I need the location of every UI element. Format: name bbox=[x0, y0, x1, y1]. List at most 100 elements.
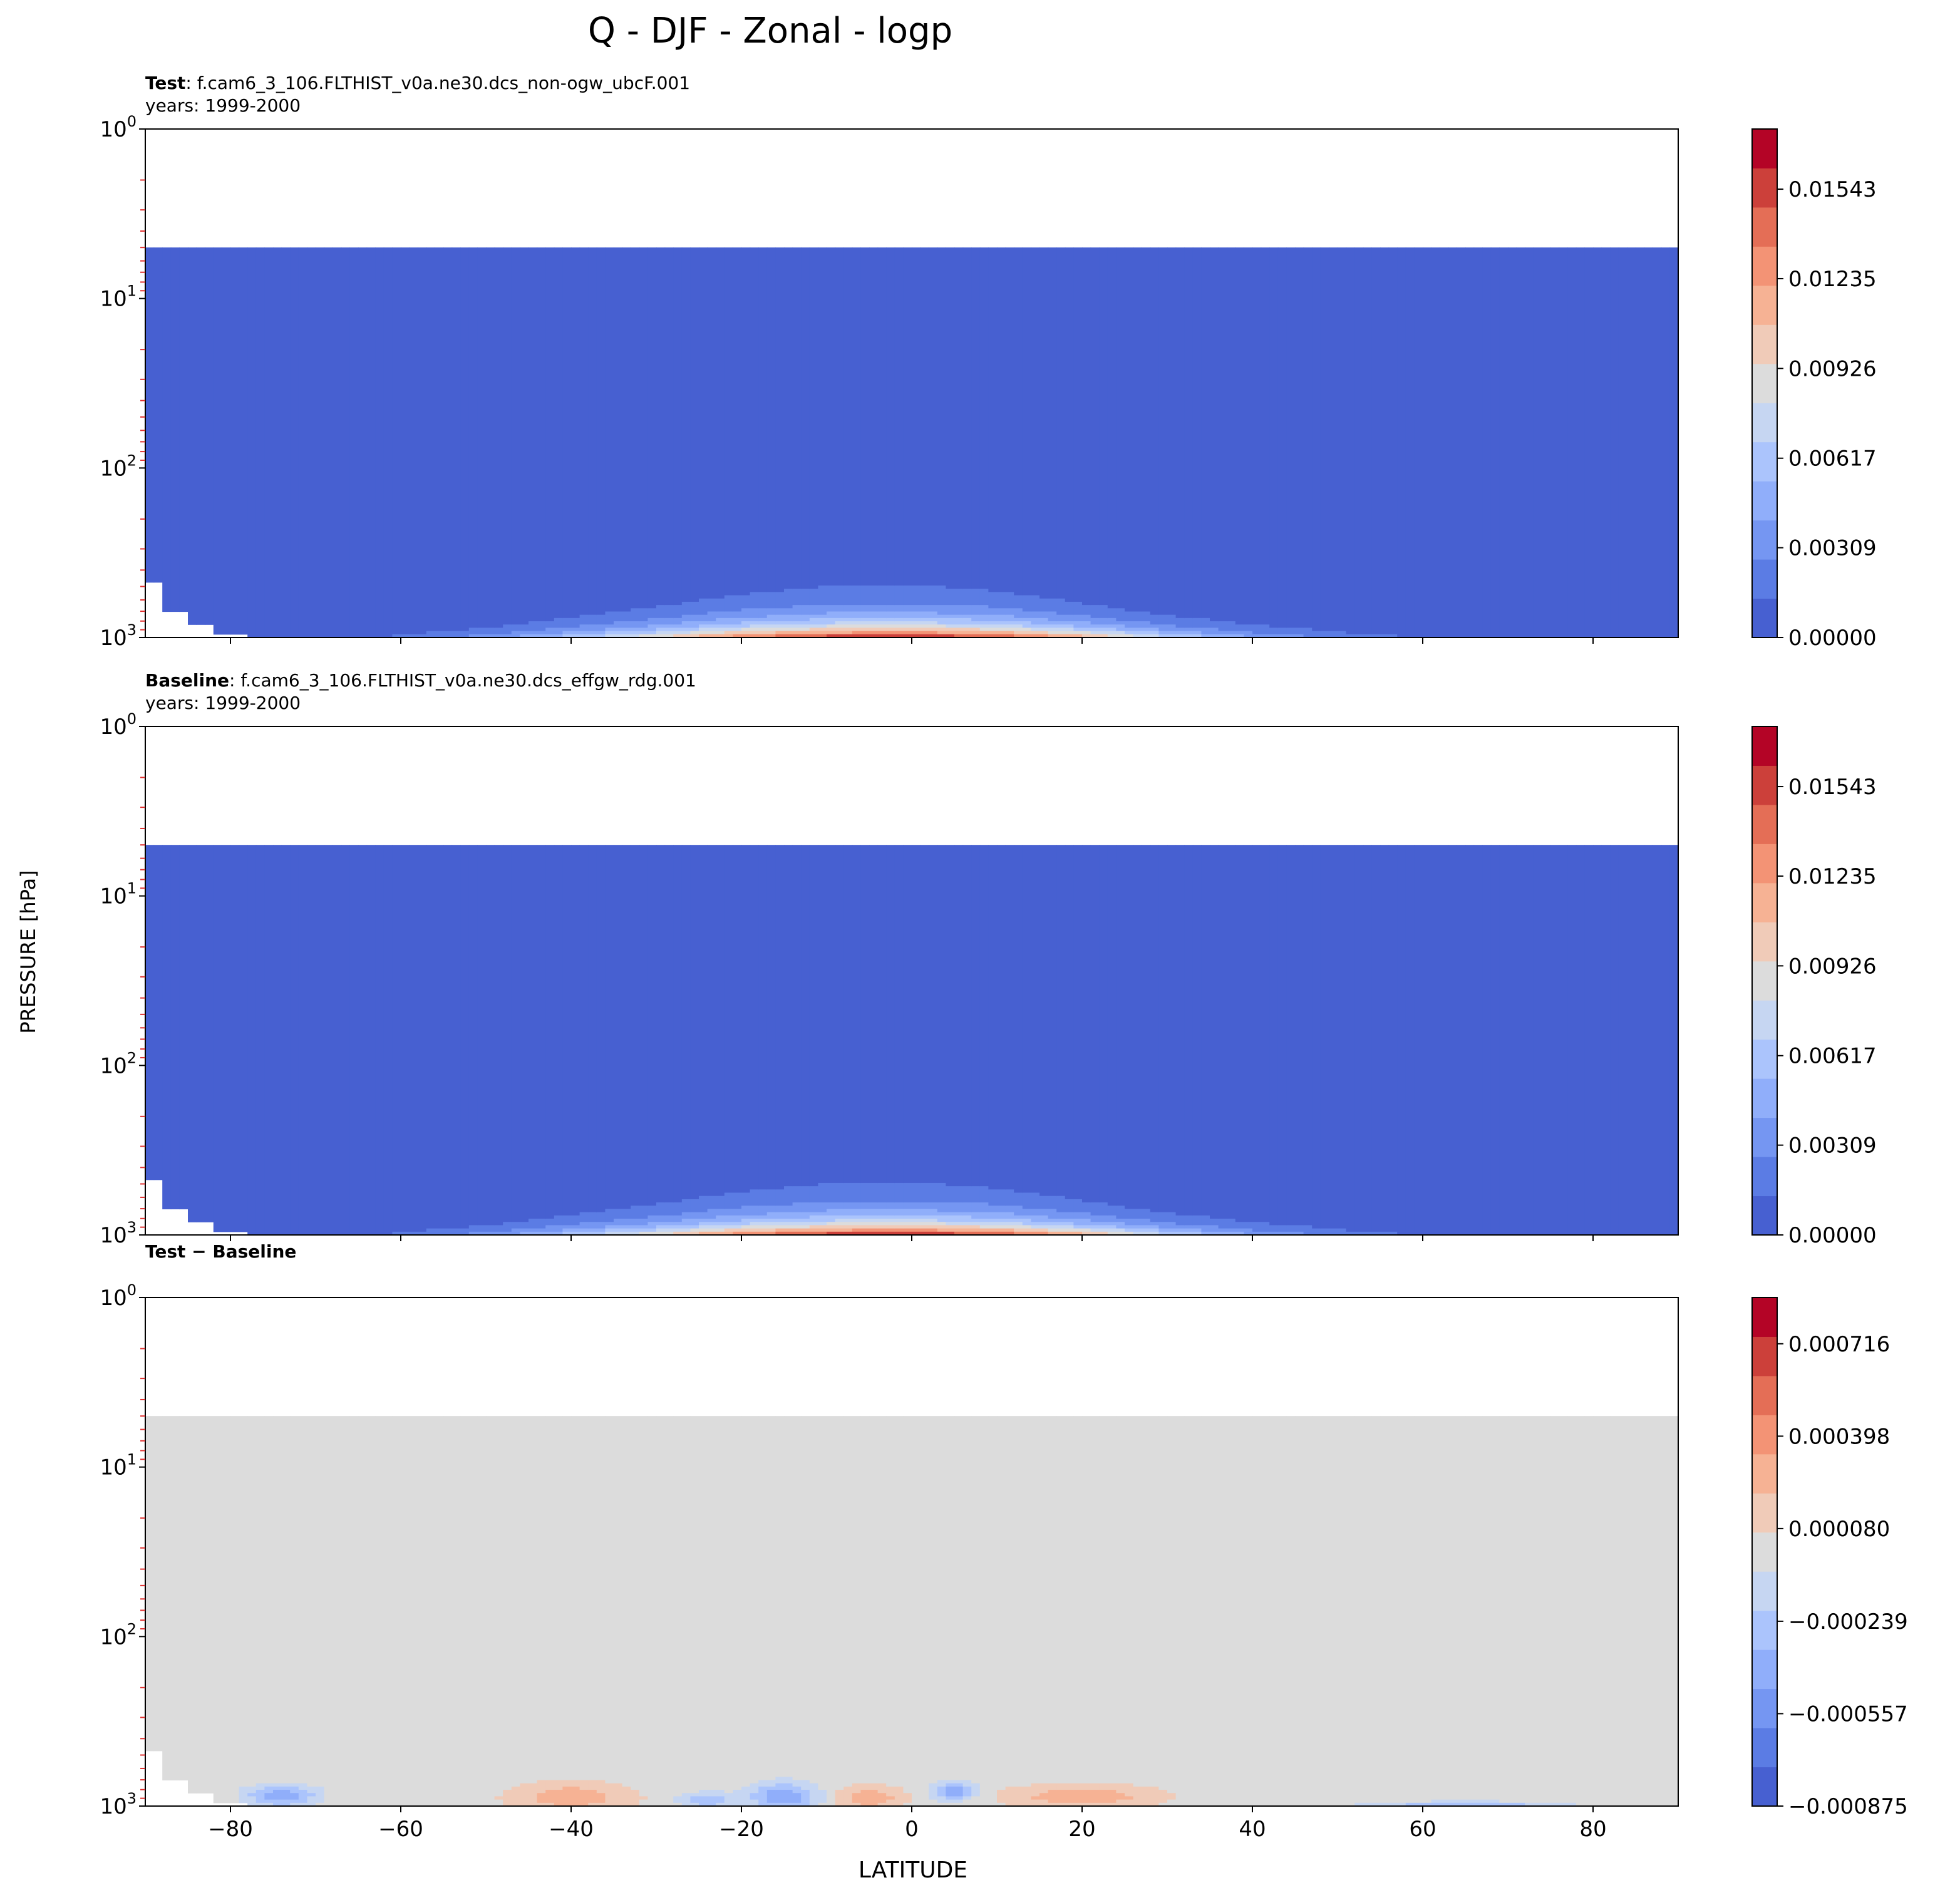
contour-cell bbox=[605, 1209, 614, 1222]
contour-cell bbox=[775, 247, 785, 592]
contour-cell bbox=[707, 1231, 716, 1235]
contour-cell bbox=[962, 631, 972, 635]
contour-cell bbox=[468, 1225, 478, 1232]
contour-cell bbox=[979, 1225, 989, 1229]
contour-cell bbox=[920, 845, 929, 1184]
contour-cell bbox=[1125, 1783, 1134, 1797]
contour-cell bbox=[1005, 608, 1014, 616]
contour-cell bbox=[647, 617, 657, 625]
contour-cell bbox=[1116, 845, 1125, 1206]
contour-cell bbox=[1005, 247, 1014, 592]
contour-cell bbox=[1210, 1219, 1219, 1226]
contour-cell bbox=[1210, 1231, 1219, 1235]
contour-cell bbox=[477, 1231, 487, 1235]
contour-cell bbox=[1295, 1225, 1304, 1232]
contour-cell bbox=[255, 1790, 265, 1804]
contour-cell bbox=[486, 634, 495, 638]
contour-cell bbox=[929, 585, 938, 606]
contour-cell bbox=[997, 1790, 1006, 1804]
contour-cell bbox=[775, 624, 785, 629]
contour-cell bbox=[1090, 1225, 1100, 1229]
contour-cell bbox=[971, 621, 981, 625]
contour-cell bbox=[605, 1228, 614, 1232]
contour-cell bbox=[1065, 621, 1074, 625]
contour-cell bbox=[758, 1786, 768, 1806]
contour-cell bbox=[579, 631, 589, 635]
contour-cell bbox=[1073, 614, 1083, 622]
contour-cell bbox=[596, 1228, 606, 1232]
contour-cell bbox=[664, 1225, 674, 1229]
contour-cell bbox=[988, 592, 998, 609]
contour-cell bbox=[860, 631, 870, 635]
contour-cell bbox=[946, 1186, 955, 1203]
contour-cell bbox=[511, 1416, 520, 1787]
contour-cell bbox=[750, 1219, 759, 1222]
contour-cell bbox=[1048, 1790, 1057, 1804]
contour-cell bbox=[579, 624, 589, 632]
contour-cell bbox=[477, 627, 487, 635]
contour-cell bbox=[766, 1231, 776, 1235]
contour-cell bbox=[1354, 247, 1364, 635]
contour-cell bbox=[1039, 247, 1049, 599]
y-tick-label: 101 bbox=[100, 880, 137, 909]
contour-cell bbox=[588, 1790, 597, 1804]
contour-cell bbox=[716, 1225, 725, 1229]
contour-cell bbox=[1661, 1416, 1670, 1806]
contour-cell bbox=[766, 1222, 776, 1226]
contour-cell bbox=[818, 1231, 827, 1235]
contour-cell bbox=[307, 1416, 316, 1787]
contour-cell bbox=[792, 1219, 802, 1222]
contour-cell bbox=[588, 845, 597, 1213]
contour-cell bbox=[622, 1219, 631, 1226]
contour-cell bbox=[1252, 634, 1262, 638]
contour-cell bbox=[869, 1790, 879, 1806]
contour-cell bbox=[656, 624, 666, 629]
contour-cell bbox=[801, 631, 810, 635]
contour-cell bbox=[733, 617, 742, 625]
contour-cell bbox=[1380, 247, 1390, 635]
contour-cell bbox=[1286, 1225, 1296, 1232]
contour-cell bbox=[937, 1215, 946, 1222]
colorbar-segment bbox=[1752, 1117, 1777, 1157]
contour-cell bbox=[1039, 1783, 1049, 1794]
contour-cell bbox=[579, 634, 589, 638]
contour-cell bbox=[954, 1786, 964, 1797]
contour-cell bbox=[877, 247, 887, 586]
contour-cell bbox=[681, 621, 691, 629]
contour-cell bbox=[529, 1416, 538, 1784]
y-tick-label: 102 bbox=[100, 452, 137, 481]
contour-cell bbox=[1192, 845, 1202, 1216]
contour-cell bbox=[1150, 631, 1159, 635]
contour-cell bbox=[316, 1802, 325, 1806]
contour-cell bbox=[673, 634, 683, 638]
contour-cell bbox=[255, 247, 265, 638]
contour-cell bbox=[1184, 1215, 1194, 1226]
contour-cell bbox=[520, 845, 529, 1222]
contour-cell bbox=[571, 634, 580, 638]
contour-cell bbox=[333, 845, 342, 1235]
contour-cell bbox=[631, 1416, 640, 1790]
contour-cell bbox=[247, 1786, 257, 1794]
contour-cell bbox=[835, 1219, 844, 1222]
contour-cell bbox=[307, 1796, 316, 1806]
contour-cell bbox=[954, 634, 964, 638]
contour-cell bbox=[843, 1416, 853, 1787]
contour-cell bbox=[503, 247, 512, 625]
contour-cell bbox=[562, 1416, 572, 1781]
contour-cell bbox=[264, 1799, 274, 1804]
contour-cell bbox=[903, 585, 912, 606]
contour-cell bbox=[860, 1228, 870, 1232]
contour-cell bbox=[631, 634, 640, 638]
contour-cell bbox=[886, 1215, 895, 1219]
y-tick-exp: 3 bbox=[127, 1790, 137, 1807]
contour-cell bbox=[716, 631, 725, 635]
contour-cell bbox=[937, 585, 946, 606]
contour-cell bbox=[750, 1793, 759, 1800]
contour-cell bbox=[929, 634, 938, 638]
contour-cell bbox=[614, 1416, 623, 1784]
contour-cell bbox=[971, 589, 981, 606]
contour-cell bbox=[962, 1780, 972, 1787]
contour-cell bbox=[494, 1225, 503, 1232]
contour-cell bbox=[809, 1228, 818, 1232]
contour-cell bbox=[962, 1186, 972, 1203]
